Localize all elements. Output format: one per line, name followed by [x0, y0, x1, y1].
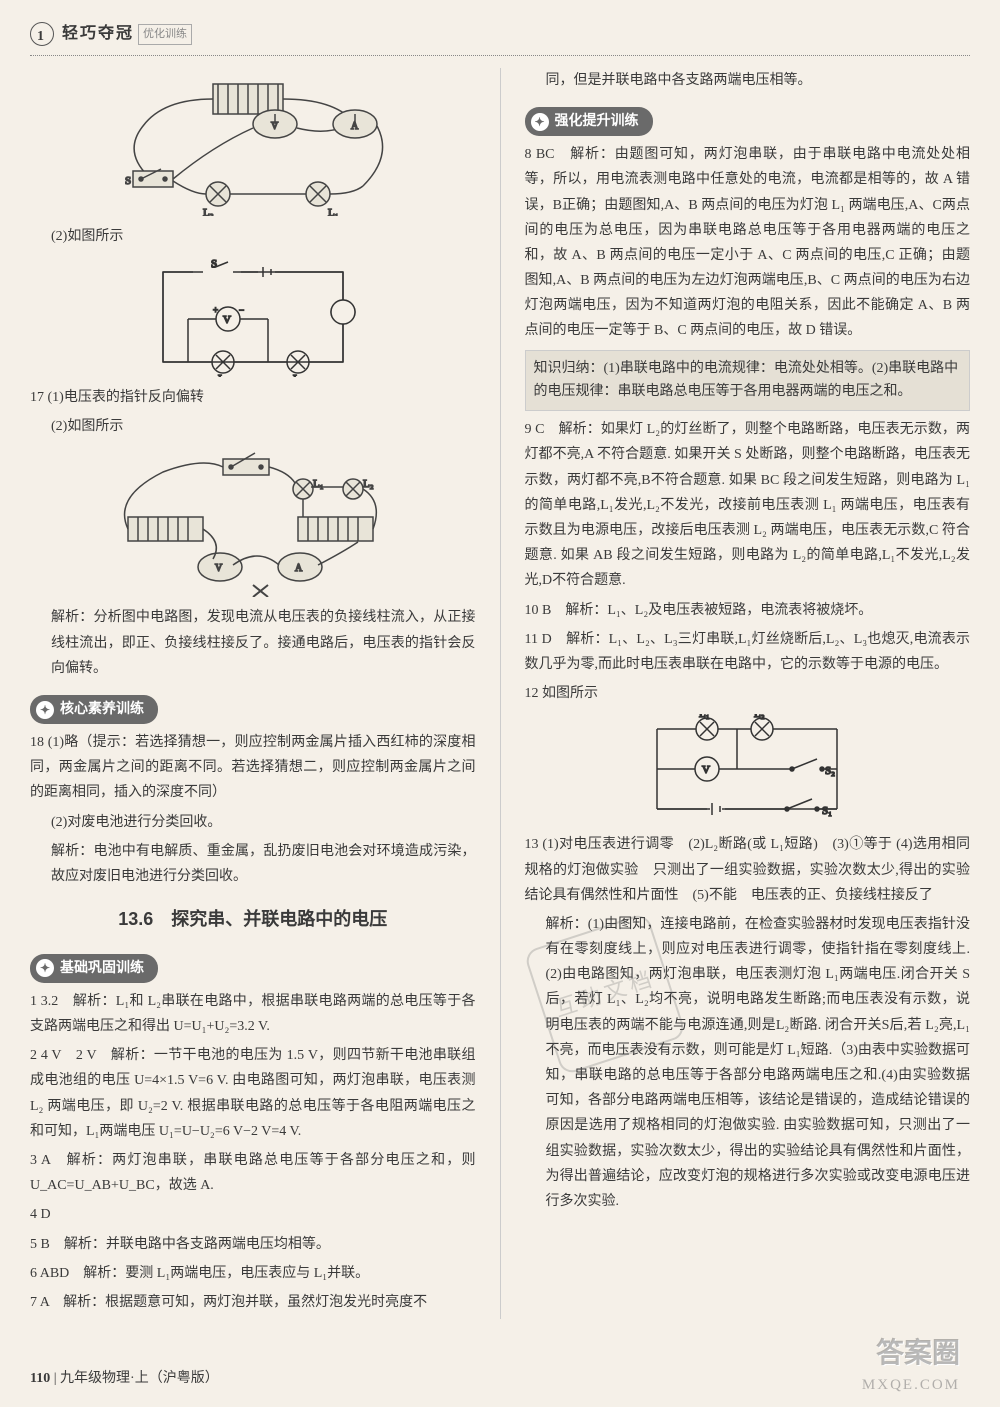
brand-sub: 优化训练 — [138, 24, 192, 46]
page-footer: 110 | 九年级物理·上（沪粤版） — [30, 1366, 219, 1391]
section-jichu: ✦ 基础巩固训练 — [30, 954, 158, 983]
svg-text:L₂: L₂ — [203, 207, 214, 216]
svg-text:S: S — [125, 175, 131, 187]
q5: 5 B 解析：并联电路中各支路两端电压均相等。 — [30, 1232, 476, 1257]
logo-icon — [30, 22, 54, 46]
circuit-diagram-q12: L₁ L₂ V S₂ S₁ — [525, 714, 971, 824]
star-icon: ✦ — [531, 113, 549, 131]
book-title: 九年级物理·上（沪粤版） — [60, 1371, 219, 1386]
q18-line1: 18 (1)略（提示：若选择猜想一，则应控制两金属片插入西红柿的深度相同，两金属… — [30, 730, 476, 806]
section-qianghua-label: 强化提升训练 — [555, 109, 639, 134]
brand-title: 轻巧夺冠 — [62, 20, 134, 49]
circuit-diagram-1: S V A L₂ — [30, 76, 476, 216]
svg-text:V: V — [271, 121, 279, 132]
svg-text:V: V — [702, 764, 710, 776]
q13: 13 (1)对电压表进行调零 (2)L₂断路(或 L₁短路) (3)①等于 (4… — [525, 832, 971, 908]
section-hexin: ✦ 核心素养训练 — [30, 695, 158, 724]
q1: 1 3.2 解析：L₁和 L₂串联在电路中，根据串联电路两端的总电压等于各支路两… — [30, 989, 476, 1039]
svg-text:V: V — [215, 563, 223, 574]
q12-label: 12 如图所示 — [525, 681, 971, 706]
page-header: 轻巧夺冠 优化训练 — [30, 20, 970, 56]
q2: 2 4 V 2 V 解析：一节干电池的电压为 1.5 V，则四节新干电池串联组成… — [30, 1043, 476, 1144]
svg-text:L₁: L₁ — [328, 207, 339, 216]
svg-text:L₁: L₁ — [313, 478, 324, 490]
q18-analysis: 解析：电池中有电解质、重金属，乱扔废旧电池会对环境造成污染，故应对废旧电池进行分… — [30, 839, 476, 889]
q-subline: (2)如图所示 — [30, 224, 476, 249]
content-columns: S V A L₂ — [30, 68, 970, 1319]
circuit-diagram-2: S A V + − — [30, 257, 476, 377]
q13-analysis: 解析：(1)由图知，连接电路前，在检查实验器材时发现电压表指针没有在零刻度线上，… — [525, 912, 971, 1214]
knowledge-box: 知识归纳：(1)串联电路中的电流规律：电流处处相等。(2)串联电路中的电压规律：… — [525, 350, 971, 412]
q6: 6 ABD 解析：要测 L₁两端电压，电压表应与 L₁并联。 — [30, 1261, 476, 1286]
section-qianghua: ✦ 强化提升训练 — [525, 107, 653, 136]
section-title-136: 13.6 探究串、并联电路中的电压 — [30, 903, 476, 935]
svg-text:S₁: S₁ — [822, 805, 832, 817]
q18-line2: (2)对废电池进行分类回收。 — [30, 810, 476, 835]
q4: 4 D — [30, 1202, 476, 1227]
svg-text:A: A — [351, 121, 359, 132]
q9: 9 C 解析：如果灯 L₂的灯丝断了，则整个电路断路，电压表无示数，两灯都不亮,… — [525, 417, 971, 593]
q8: 8 BC 解析：由题图可知，两灯泡串联，由于串联电路中电流处处相等，所以，用电流… — [525, 142, 971, 344]
svg-text:L₁: L₁ — [293, 373, 304, 377]
right-column: 同，但是并联电路中各支路两端电压相等。 ✦ 强化提升训练 8 BC 解析：由题图… — [525, 68, 971, 1319]
q7-cont: 同，但是并联电路中各支路两端电压相等。 — [525, 68, 971, 93]
column-divider — [500, 68, 501, 1319]
q17-analysis: 解析：分析图中电路图，发现电流从电压表的负接线柱流入，从正接线柱流出，即正、负接… — [30, 605, 476, 681]
star-icon: ✦ — [36, 959, 54, 977]
page-number: 110 — [30, 1371, 50, 1386]
svg-text:A: A — [295, 563, 303, 574]
q3: 3 A 解析：两灯泡串联，串联电路总电压等于各部分电压之和，则 U_AC=U_A… — [30, 1148, 476, 1198]
svg-text:L₂: L₂ — [754, 714, 765, 720]
section-hexin-label: 核心素养训练 — [60, 697, 144, 722]
q10: 10 B 解析：L₁、L₂及电压表被短路，电流表将被烧坏。 — [525, 598, 971, 623]
q7: 7 A 解析：根据题意可知，两灯泡并联，虽然灯泡发光时亮度不 — [30, 1290, 476, 1315]
q17-line2: (2)如图所示 — [30, 414, 476, 439]
q11: 11 D 解析：L₁、L₂、L₃三灯串联,L₁灯丝烧断后,L₂、L₃也熄灭,电流… — [525, 627, 971, 677]
star-icon: ✦ — [36, 701, 54, 719]
svg-text:L₂: L₂ — [218, 373, 229, 377]
circuit-diagram-3: L₁ L₂ V A — [30, 447, 476, 597]
svg-text:V: V — [223, 314, 231, 326]
q17-line1: 17 (1)电压表的指针反向偏转 — [30, 385, 476, 410]
section-jichu-label: 基础巩固训练 — [60, 956, 144, 981]
svg-text:S₂: S₂ — [825, 765, 835, 777]
svg-text:L₁: L₁ — [699, 714, 710, 720]
svg-text:−: − — [239, 305, 244, 315]
watermark-url: MXQE.COM — [862, 1372, 960, 1399]
svg-text:L₂: L₂ — [363, 478, 374, 490]
svg-text:+: + — [213, 305, 218, 315]
left-column: S V A L₂ — [30, 68, 476, 1319]
